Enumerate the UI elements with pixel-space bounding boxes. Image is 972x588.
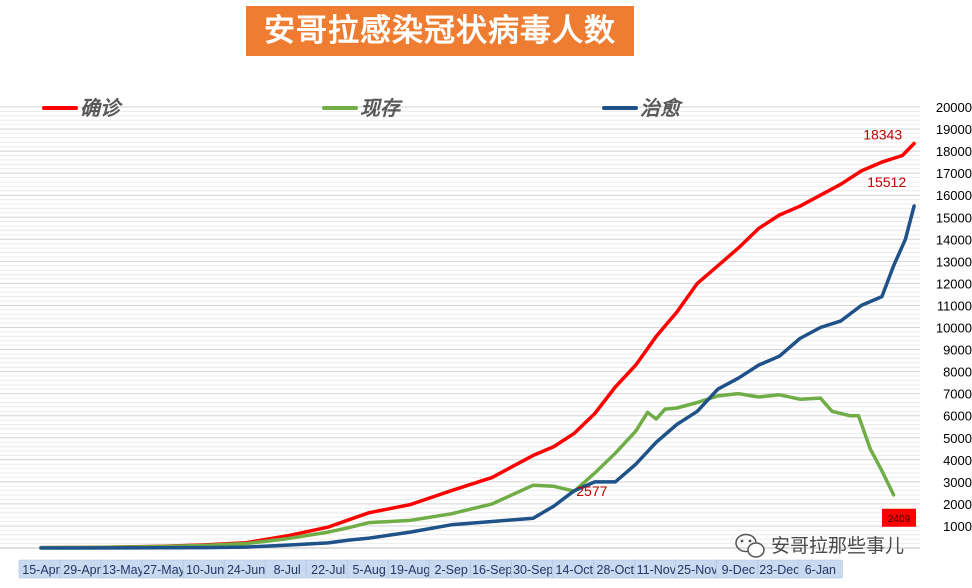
x-tick-label: 28-Oct [597,563,635,577]
y-tick-label: 12000 [936,276,972,291]
x-axis: 15-Apr 29-Apr 13-May 27-May 10-Jun 24-Jun 8-Ju… [0,547,920,579]
y-tick-label: 18000 [936,144,972,159]
y-tick-label: 15000 [936,210,972,225]
x-tick-label: 24-Jun [227,563,265,577]
x-tick-label: 6-Jan [805,563,836,577]
x-tick-label: 9-Dec [722,563,755,577]
x-tick-label: 27-May [143,563,185,577]
y-tick-label: 11000 [937,298,972,313]
data-label: 15512 [867,174,906,190]
y-tick-label: 6000 [943,409,972,424]
x-tick-box [798,559,843,579]
x-tick-label: 29-Apr [63,563,101,577]
chart-title: 安哥拉感染冠状病毒人数 [246,6,634,56]
x-tick-label: 13-May [102,563,144,577]
legend-label: 现存 [360,96,403,120]
x-tick-label: 25-Nov [677,563,718,577]
y-tick-label: 2000 [943,497,972,512]
watermark: 安哥拉那些事儿 [735,533,904,558]
data-label: 2409 [888,514,911,525]
data-label: 18343 [863,127,902,143]
x-tick-label: 15-Apr [22,563,60,577]
y-tick-label: 19000 [936,122,972,137]
x-tick-label: 23-Dec [759,563,799,577]
y-tick-label: 1000 [943,519,972,534]
y-tick-label: 20000 [936,100,972,115]
data-label-box [882,508,916,527]
y-tick-label: 13000 [936,254,972,269]
x-tick-label: 16-Sep [472,563,512,577]
y-tick-label: 10000 [936,321,972,336]
wechat-icon [735,533,765,558]
legend-label: 确诊 [80,96,124,120]
y-axis: 1000 2000 3000 4000 5000 6000 7000 8000 9000 1000… [936,100,972,534]
x-tick-label: 30-Sep [513,563,553,577]
watermark-text: 安哥拉那些事儿 [771,535,904,557]
series-line-治愈 [39,204,916,550]
y-tick-label: 7000 [943,387,972,402]
y-tick-label: 4000 [943,453,972,468]
y-tick-label: 14000 [936,232,972,247]
x-tick-label: 11-Nov [637,563,677,577]
series-line-现存 [39,391,896,550]
gridlines [0,106,920,549]
legend-label: 治愈 [640,96,684,120]
x-tick-label: 14-Oct [556,563,594,577]
y-tick-label: 3000 [943,475,972,490]
series-lines [39,141,916,550]
legend: 确诊 现存 治愈 [42,96,684,120]
x-tick-label: 19-Aug [390,563,430,577]
y-tick-label: 9000 [943,343,972,358]
x-tick-label: 10-Jun [186,563,224,577]
x-tick-label: 8-Jul [274,563,301,577]
x-tick-label: 5-Aug [352,563,385,577]
y-tick-label: 17000 [936,166,972,181]
x-tick-label: 22-Jul [311,563,345,577]
y-tick-label: 16000 [936,188,972,203]
y-tick-label: 8000 [943,365,972,380]
y-tick-label: 5000 [943,431,972,446]
data-labels: 18343 15512 2577 2409 [576,127,916,527]
data-label: 2577 [576,483,607,499]
x-tick-label: 2-Sep [435,563,468,577]
